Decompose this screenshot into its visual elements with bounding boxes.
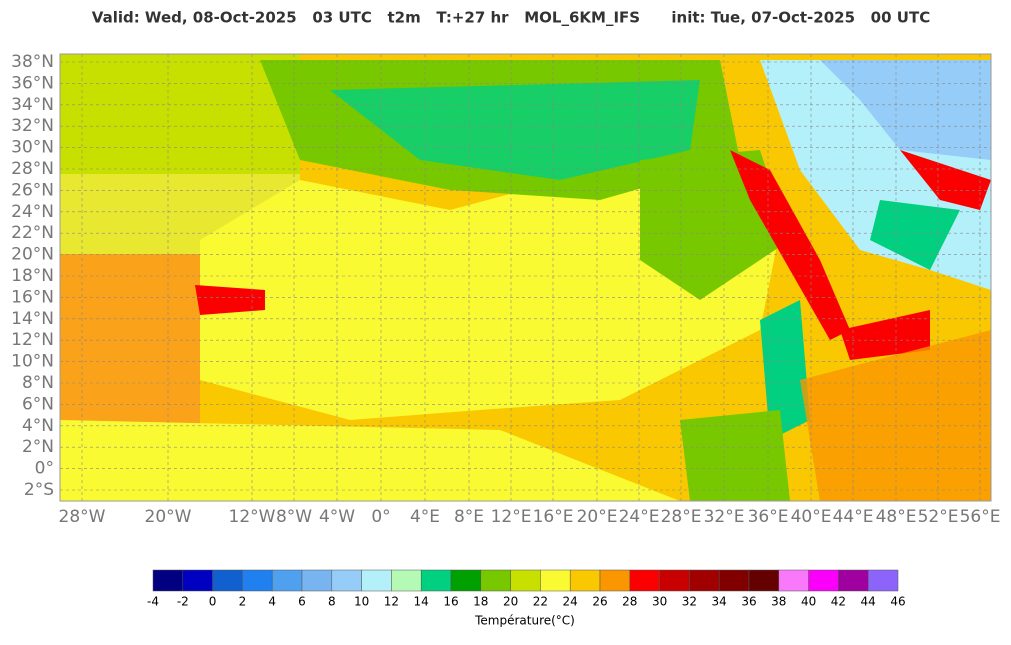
colorbar-tick-label: 20: [503, 595, 518, 609]
colorbar-tick-label: 16: [443, 595, 458, 609]
colorbar-swatch: [659, 569, 690, 592]
colorbar-tick-label: 44: [861, 595, 876, 609]
lon-label: 44°E: [833, 507, 874, 527]
lat-label: 8°N: [22, 373, 54, 393]
colorbar-tick-label: 28: [622, 595, 637, 609]
colorbar-swatch: [301, 569, 333, 592]
colorbar-tick-label: 36: [741, 595, 756, 609]
colorbar-tick-label: 18: [473, 595, 488, 609]
colorbar-tick-label: 32: [682, 595, 697, 609]
lat-label: 28°N: [11, 159, 54, 179]
colorbar-tick-label: 40: [801, 595, 816, 609]
colorbar-tick-label: 42: [831, 595, 846, 609]
lat-label: 2°S: [24, 480, 54, 500]
lat-label: 18°N: [11, 266, 54, 286]
lat-label: 22°N: [11, 223, 54, 243]
colorbar-tick-label: 4: [268, 595, 276, 609]
lat-label: 4°N: [22, 416, 54, 436]
lat-label: 6°N: [22, 394, 54, 414]
lon-label: 20°E: [577, 507, 618, 527]
colorbar-tick-label: 14: [414, 595, 429, 609]
colorbar-tick-label: 24: [563, 595, 578, 609]
lon-label: 12°E: [491, 507, 532, 527]
title: Valid: Wed, 08-Oct-2025 03 UTC t2m T:+27…: [92, 9, 930, 27]
lat-label: 16°N: [11, 287, 54, 307]
colorbar-swatch: [331, 569, 362, 592]
lon-label: 24°E: [619, 507, 660, 527]
colorbar-swatch: [152, 569, 184, 592]
colorbar-swatch: [867, 569, 899, 592]
lon-label: 8°E: [454, 507, 484, 527]
colorbar-swatch: [242, 569, 273, 592]
colorbar-swatch: [569, 569, 601, 592]
colorbar-swatch: [212, 569, 243, 592]
colorbar-swatch: [838, 569, 869, 592]
colorbar-swatch: [599, 569, 631, 592]
lon-label: 20°W: [145, 507, 192, 527]
colorbar-tick-label: 34: [712, 595, 727, 609]
colorbar-swatch: [271, 569, 303, 592]
colorbar-tick-label: 30: [652, 595, 667, 609]
lon-label: 32°E: [704, 507, 745, 527]
colorbar-tick-label: 10: [354, 595, 369, 609]
lon-label: 4°E: [410, 507, 440, 527]
colorbar-tick-label: 12: [384, 595, 399, 609]
colorbar-tick-label: 6: [298, 595, 306, 609]
colorbar-tick-label: 38: [771, 595, 786, 609]
lon-label: 8°W: [276, 507, 312, 527]
colorbar-tick-label: 8: [328, 595, 336, 609]
lat-label: 10°N: [11, 352, 54, 372]
lat-label: 26°N: [11, 180, 54, 200]
graticule: [60, 54, 991, 501]
lat-label: 12°N: [11, 330, 54, 350]
colorbar-swatch: [420, 569, 452, 592]
lon-label: 12°W: [229, 507, 276, 527]
colorbar-tick-label: 22: [533, 595, 548, 609]
temperature-map: [60, 54, 991, 501]
lat-label: 32°N: [11, 116, 54, 136]
lat-label: 14°N: [11, 309, 54, 329]
lon-label: 28°E: [661, 507, 702, 527]
lat-label: 34°N: [11, 95, 54, 115]
map-frame: [59, 53, 992, 502]
colorbar-tick-label: -2: [177, 595, 189, 609]
colorbar-swatch: [361, 569, 392, 592]
lon-label: 52°E: [918, 507, 959, 527]
colorbar-tick-label: 46: [890, 595, 905, 609]
colorbar-tick-label: 0: [209, 595, 217, 609]
colorbar-tick-label: 2: [239, 595, 247, 609]
lon-label: 0°: [371, 507, 390, 527]
colorbar-label: Température(°C): [474, 614, 575, 628]
colorbar-swatch: [182, 569, 213, 592]
lat-label: 30°N: [11, 138, 54, 158]
colorbar-swatch: [391, 569, 422, 592]
lon-label: 16°E: [533, 507, 574, 527]
lat-label: 2°N: [22, 437, 54, 457]
lon-label: 40°E: [791, 507, 832, 527]
lat-label: 20°N: [11, 245, 54, 265]
colorbar-swatch: [778, 569, 809, 592]
lon-label: 28°W: [59, 507, 106, 527]
colorbar-swatch: [718, 569, 750, 592]
lon-label: 4°W: [319, 507, 355, 527]
colorbar-swatch: [808, 569, 839, 592]
colorbar-swatch: [540, 569, 571, 592]
lat-label: 24°N: [11, 202, 54, 222]
colorbar-swatch: [480, 569, 511, 592]
colorbar-tick-label: -4: [147, 595, 159, 609]
colorbar-swatch: [748, 569, 780, 592]
colorbar-swatch: [450, 569, 482, 592]
lat-label: 0°: [35, 459, 54, 479]
lon-label: 48°E: [876, 507, 917, 527]
colorbar-swatch: [629, 569, 660, 592]
lon-label: 36°E: [748, 507, 789, 527]
colorbar-swatch: [689, 569, 720, 592]
colorbar-tick-label: 26: [592, 595, 607, 609]
lat-label: 38°N: [11, 52, 54, 72]
lat-label: 36°N: [11, 73, 54, 93]
lon-label: 56°E: [960, 507, 1001, 527]
colorbar-swatch: [510, 569, 541, 592]
